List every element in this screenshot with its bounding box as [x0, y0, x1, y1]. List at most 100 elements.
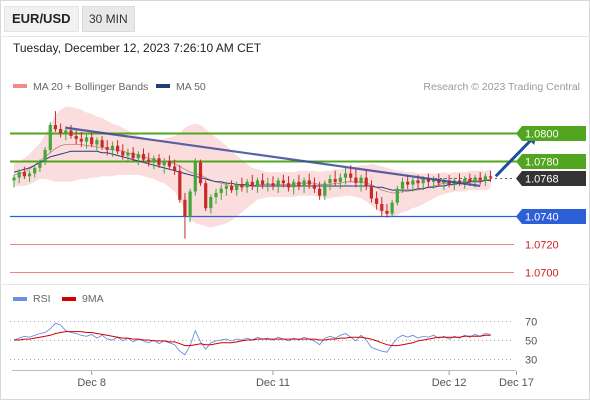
candle-body [323, 183, 327, 196]
candle-body [240, 184, 244, 188]
candle-body [79, 138, 83, 142]
x-tick-label: Dec 8 [77, 377, 106, 389]
candle-body [95, 140, 99, 145]
candle-body [178, 170, 182, 200]
rsi-line [13, 322, 491, 356]
candle-body [27, 173, 32, 177]
rsi-panel: 30 50 70 [10, 317, 537, 367]
main-legend: MA 20 + Bollinger Bands MA 50 Research ©… [13, 81, 580, 93]
level-label-1.0780: 1.0780 [525, 157, 559, 169]
candle-body [416, 180, 420, 184]
candle-body [121, 151, 125, 156]
candle-body [209, 197, 213, 209]
rsi-tick-50: 50 [525, 336, 537, 348]
candle-body [22, 172, 26, 177]
candle-body [131, 152, 135, 159]
legend-swatch-rsi [13, 297, 27, 301]
legend-swatch-ma20 [13, 84, 27, 88]
candle-body [38, 162, 42, 168]
legend-label-9ma: 9MA [82, 293, 104, 305]
candle-body [245, 181, 249, 188]
level-label-1.0720: 1.0720 [525, 240, 559, 252]
x-axis-ticks: Dec 8 Dec 11 Dec 12 Dec 17 [77, 371, 534, 389]
candle-body [318, 188, 322, 196]
candle-body [271, 183, 275, 186]
legend-label-ma50: MA 50 [176, 81, 206, 93]
x-tick-label: Dec 12 [432, 377, 467, 389]
candle-body [235, 184, 239, 191]
candle-body [307, 180, 311, 185]
candle-body [478, 177, 482, 181]
candle-body [468, 179, 472, 182]
candle-body [354, 177, 358, 184]
candle-body [292, 181, 296, 188]
candle-body [188, 191, 192, 217]
candle-body [400, 181, 405, 189]
candle-body [17, 172, 21, 178]
level-label-box-1.0768 [516, 171, 586, 186]
candle-body [390, 202, 394, 214]
candle-body [204, 183, 208, 209]
candle-body [426, 179, 430, 182]
level-label-1.0740: 1.0740 [525, 212, 559, 224]
x-tick-label: Dec 17 [499, 377, 534, 389]
candle-body [338, 177, 342, 182]
candle-body [266, 183, 270, 185]
candle-body [473, 177, 477, 182]
rsi-tick-30: 30 [525, 355, 537, 367]
candle-body [302, 180, 306, 186]
candle-body [126, 152, 130, 156]
timestamp: Tuesday, December 12, 2023 7:26:10 AM CE… [13, 41, 262, 55]
candle-body [489, 176, 493, 178]
candle-body [167, 161, 171, 167]
level-label-box-1.0740 [516, 209, 586, 224]
candle-body [141, 154, 146, 160]
candle-body [74, 136, 78, 139]
candle-body [224, 186, 228, 189]
candle-body [349, 173, 353, 178]
candle-body [375, 198, 379, 204]
forecast-arrow-shaft [494, 137, 534, 178]
candle-body [116, 145, 120, 152]
candle-body [255, 180, 260, 186]
level-labels: 1.0800 1.0780 1.0768 1.0740 1.0720 1.0700 [516, 126, 586, 280]
candle-body [105, 147, 109, 150]
x-tick-label: Dec 11 [256, 377, 290, 389]
candle-body [286, 183, 291, 188]
candle-body [157, 158, 161, 166]
candle-body [421, 179, 425, 184]
bollinger-band [14, 106, 491, 228]
rsi-legend: RSI 9MA [13, 293, 104, 305]
candle-body [281, 180, 285, 184]
legend-swatch-9ma [62, 297, 76, 301]
candle-body [59, 129, 63, 134]
candle-body [198, 162, 203, 184]
candle-body [110, 145, 114, 150]
candle-body [214, 192, 218, 198]
candle-body [483, 176, 487, 181]
candle-body [48, 125, 52, 150]
level-label-box-1.0780 [516, 154, 586, 169]
level-lines [10, 132, 586, 273]
candle-body [12, 177, 16, 181]
candle-body [328, 179, 332, 184]
candle-body [84, 137, 89, 142]
interval-button[interactable]: 30 MIN [82, 6, 135, 32]
level-label-1.0768: 1.0768 [525, 174, 559, 186]
level-label-box-1.0800 [516, 126, 586, 141]
legend-label-rsi: RSI [33, 293, 51, 305]
candle-body [333, 179, 337, 182]
candle-body [343, 173, 348, 178]
candle-body [364, 177, 368, 186]
candle-body [33, 167, 37, 174]
candle-body [261, 180, 265, 185]
candle-body [411, 180, 415, 185]
candle-body [136, 154, 140, 159]
candle-body [69, 130, 73, 136]
candle-body [457, 180, 462, 184]
candle-body [297, 181, 301, 186]
symbol-label[interactable]: EUR/USD [4, 6, 79, 32]
candle-body [219, 188, 223, 193]
